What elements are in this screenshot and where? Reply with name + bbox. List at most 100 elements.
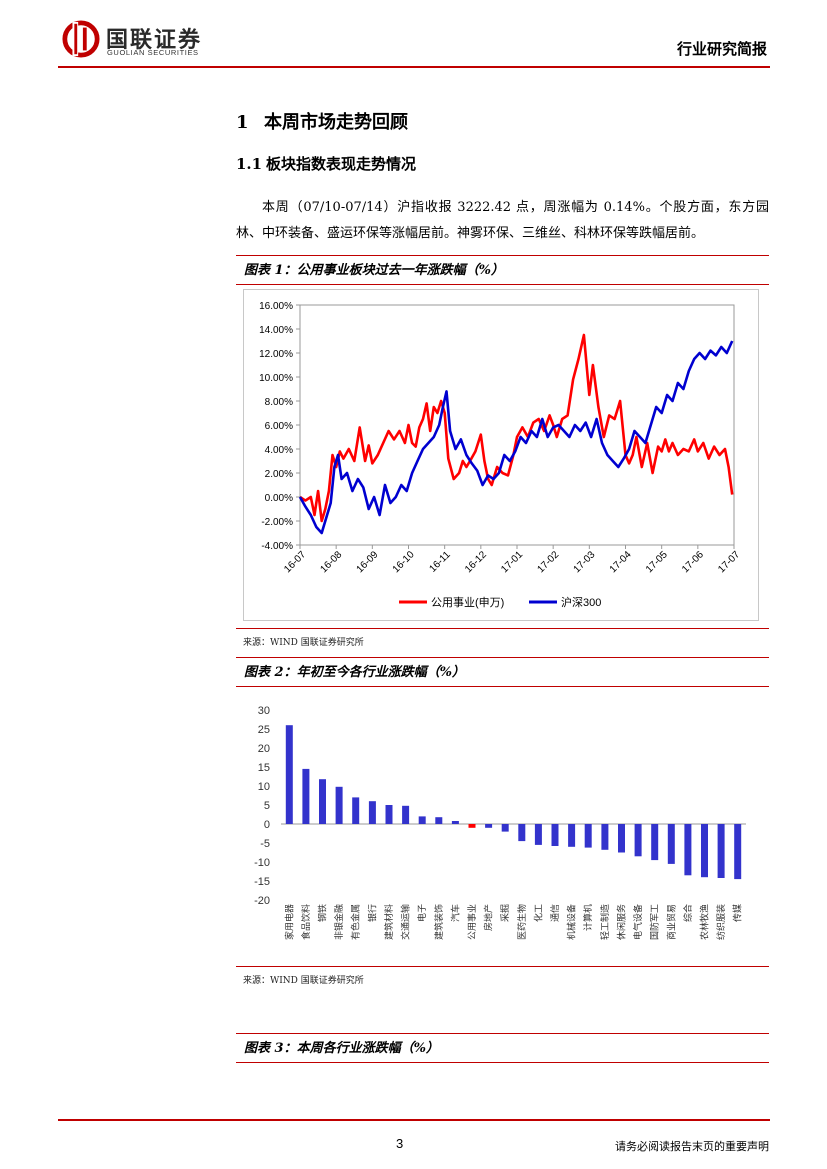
y-tick-label: 6.00%	[265, 421, 293, 432]
bar-电子	[418, 816, 426, 824]
bar-医药生物	[518, 824, 526, 842]
bar-采掘	[501, 824, 509, 832]
x-tick-label: 17-07	[716, 549, 742, 575]
series-line-1	[298, 340, 734, 535]
x-category-label: 传媒	[732, 904, 743, 922]
x-category-label: 建筑材料	[383, 904, 394, 940]
figure1-divider	[236, 628, 769, 629]
x-category-label: 纺织服装	[715, 904, 726, 940]
figure2-divider	[236, 966, 769, 967]
y-tick-label: 30	[258, 705, 270, 717]
x-category-label: 交通运输	[400, 904, 411, 940]
x-category-label: 电气设备	[632, 904, 643, 940]
footer-disclaimer: 请务必阅读报告末页的重要声明	[615, 1140, 769, 1153]
y-tick-label: 0	[264, 819, 270, 831]
bar-计算机	[584, 824, 592, 848]
report-type-title: 行业研究简报	[676, 40, 767, 58]
subsection-title: 板块指数表现走势情况	[266, 155, 417, 173]
x-category-label: 休闲服务	[615, 904, 626, 940]
x-category-label: 化工	[532, 904, 543, 922]
x-category-label: 计算机	[582, 904, 593, 931]
y-tick-label: 12.00%	[259, 349, 293, 360]
x-category-label: 家用电器	[283, 904, 294, 940]
bar-综合	[684, 824, 692, 876]
bar-纺织服装	[717, 824, 725, 878]
y-tick-label: -15	[254, 876, 270, 888]
x-category-label: 医药生物	[516, 904, 527, 940]
footer-divider	[58, 1119, 770, 1121]
chart1-frame	[243, 289, 759, 621]
figure1-title: 图表 1：公用事业板块过去一年涨跌幅（%）	[236, 255, 769, 285]
bar-钢铁	[319, 779, 326, 824]
x-category-label: 食品饮料	[300, 904, 311, 940]
x-category-label: 商业贸易	[665, 904, 676, 940]
x-tick-label: 16-10	[391, 549, 417, 575]
bar-机械设备	[568, 824, 576, 847]
x-tick-label: 17-01	[499, 549, 525, 575]
x-tick-label: 17-06	[680, 549, 706, 575]
y-tick-label: 10.00%	[259, 373, 293, 384]
guolian-logo-icon	[62, 20, 100, 58]
y-tick-label: -4.00%	[261, 541, 293, 552]
x-category-label: 电子	[416, 904, 427, 922]
subsection-number: 1.1	[236, 155, 263, 173]
bar-chart: 30 25 20 15 10 5 0 -5 -10 -15 -20 家用电器 食品饮料 钢铁 非银金融 有色金…	[254, 705, 746, 940]
y-tick-label: 8.00%	[265, 397, 293, 408]
header-divider	[58, 66, 770, 68]
bar-建筑装饰	[435, 817, 443, 824]
figure2-source: 来源：WIND 国联证券研究所	[243, 976, 364, 986]
x-category-label: 公用事业	[466, 904, 477, 940]
bar-通信	[551, 824, 559, 846]
x-tick-label: 17-04	[608, 549, 634, 575]
y-tick-label: 15	[258, 762, 270, 774]
section-title: 本周市场走势回顾	[264, 112, 408, 133]
x-tick-label: 16-07	[282, 549, 308, 575]
plot-area	[299, 304, 735, 546]
x-category-label: 非银金融	[333, 904, 344, 940]
bar-房地产	[485, 824, 493, 828]
legend-label: 沪深300	[561, 595, 601, 609]
bar-农林牧渔	[701, 824, 708, 878]
series-line-0	[299, 333, 734, 523]
y-tick-label: 25	[258, 724, 270, 736]
x-tick-label: 16-08	[318, 549, 344, 575]
bar-汽车	[451, 821, 459, 824]
y-tick-label: -2.00%	[261, 517, 293, 528]
bar-传媒	[734, 824, 742, 880]
x-category-label: 机械设备	[566, 904, 577, 940]
y-tick-label: 16.00%	[259, 301, 293, 312]
x-tick-label: 17-05	[644, 549, 670, 575]
y-tick-label: -20	[254, 895, 270, 907]
bar-休闲服务	[618, 824, 625, 853]
y-tick-label: 10	[258, 781, 270, 793]
page-number: 3	[396, 1136, 404, 1151]
x-category-label: 房地产	[483, 904, 494, 931]
bar-银行	[368, 801, 376, 824]
legend-label: 公用事业(申万)	[431, 596, 504, 609]
y-tick-label: 14.00%	[259, 325, 293, 336]
y-tick-label: 0.00%	[265, 493, 293, 504]
x-tick-label: 16-12	[463, 549, 489, 575]
y-tick-label: 5	[264, 800, 270, 812]
x-category-label: 有色金属	[350, 904, 361, 940]
bar-有色金属	[352, 797, 360, 824]
bar-商业贸易	[667, 824, 675, 864]
x-category-label: 银行	[366, 904, 377, 922]
x-tick-label: 17-03	[572, 549, 598, 575]
figure2-title: 图表 2：年初至今各行业涨跌幅（%）	[236, 657, 769, 687]
y-tick-label: -5	[260, 838, 270, 850]
figure3-title: 图表 3：本周各行业涨跌幅（%）	[236, 1033, 769, 1063]
bar-国防军工	[651, 824, 659, 861]
x-tick-label: 16-11	[427, 549, 453, 575]
x-tick-label: 16-09	[355, 549, 381, 575]
x-category-label: 国防军工	[649, 904, 660, 940]
bar-非银金融	[335, 786, 343, 824]
bar-建筑材料	[385, 805, 393, 824]
x-category-label: 综合	[682, 904, 693, 922]
bar-食品饮料	[302, 768, 310, 824]
x-category-label: 轻工制造	[599, 904, 610, 940]
subsection-heading: 1.1 板块指数表现走势情况	[236, 153, 416, 174]
x-category-label: 农林牧渔	[699, 904, 710, 940]
bar-电气设备	[634, 824, 642, 857]
x-category-label: 通信	[549, 904, 560, 922]
